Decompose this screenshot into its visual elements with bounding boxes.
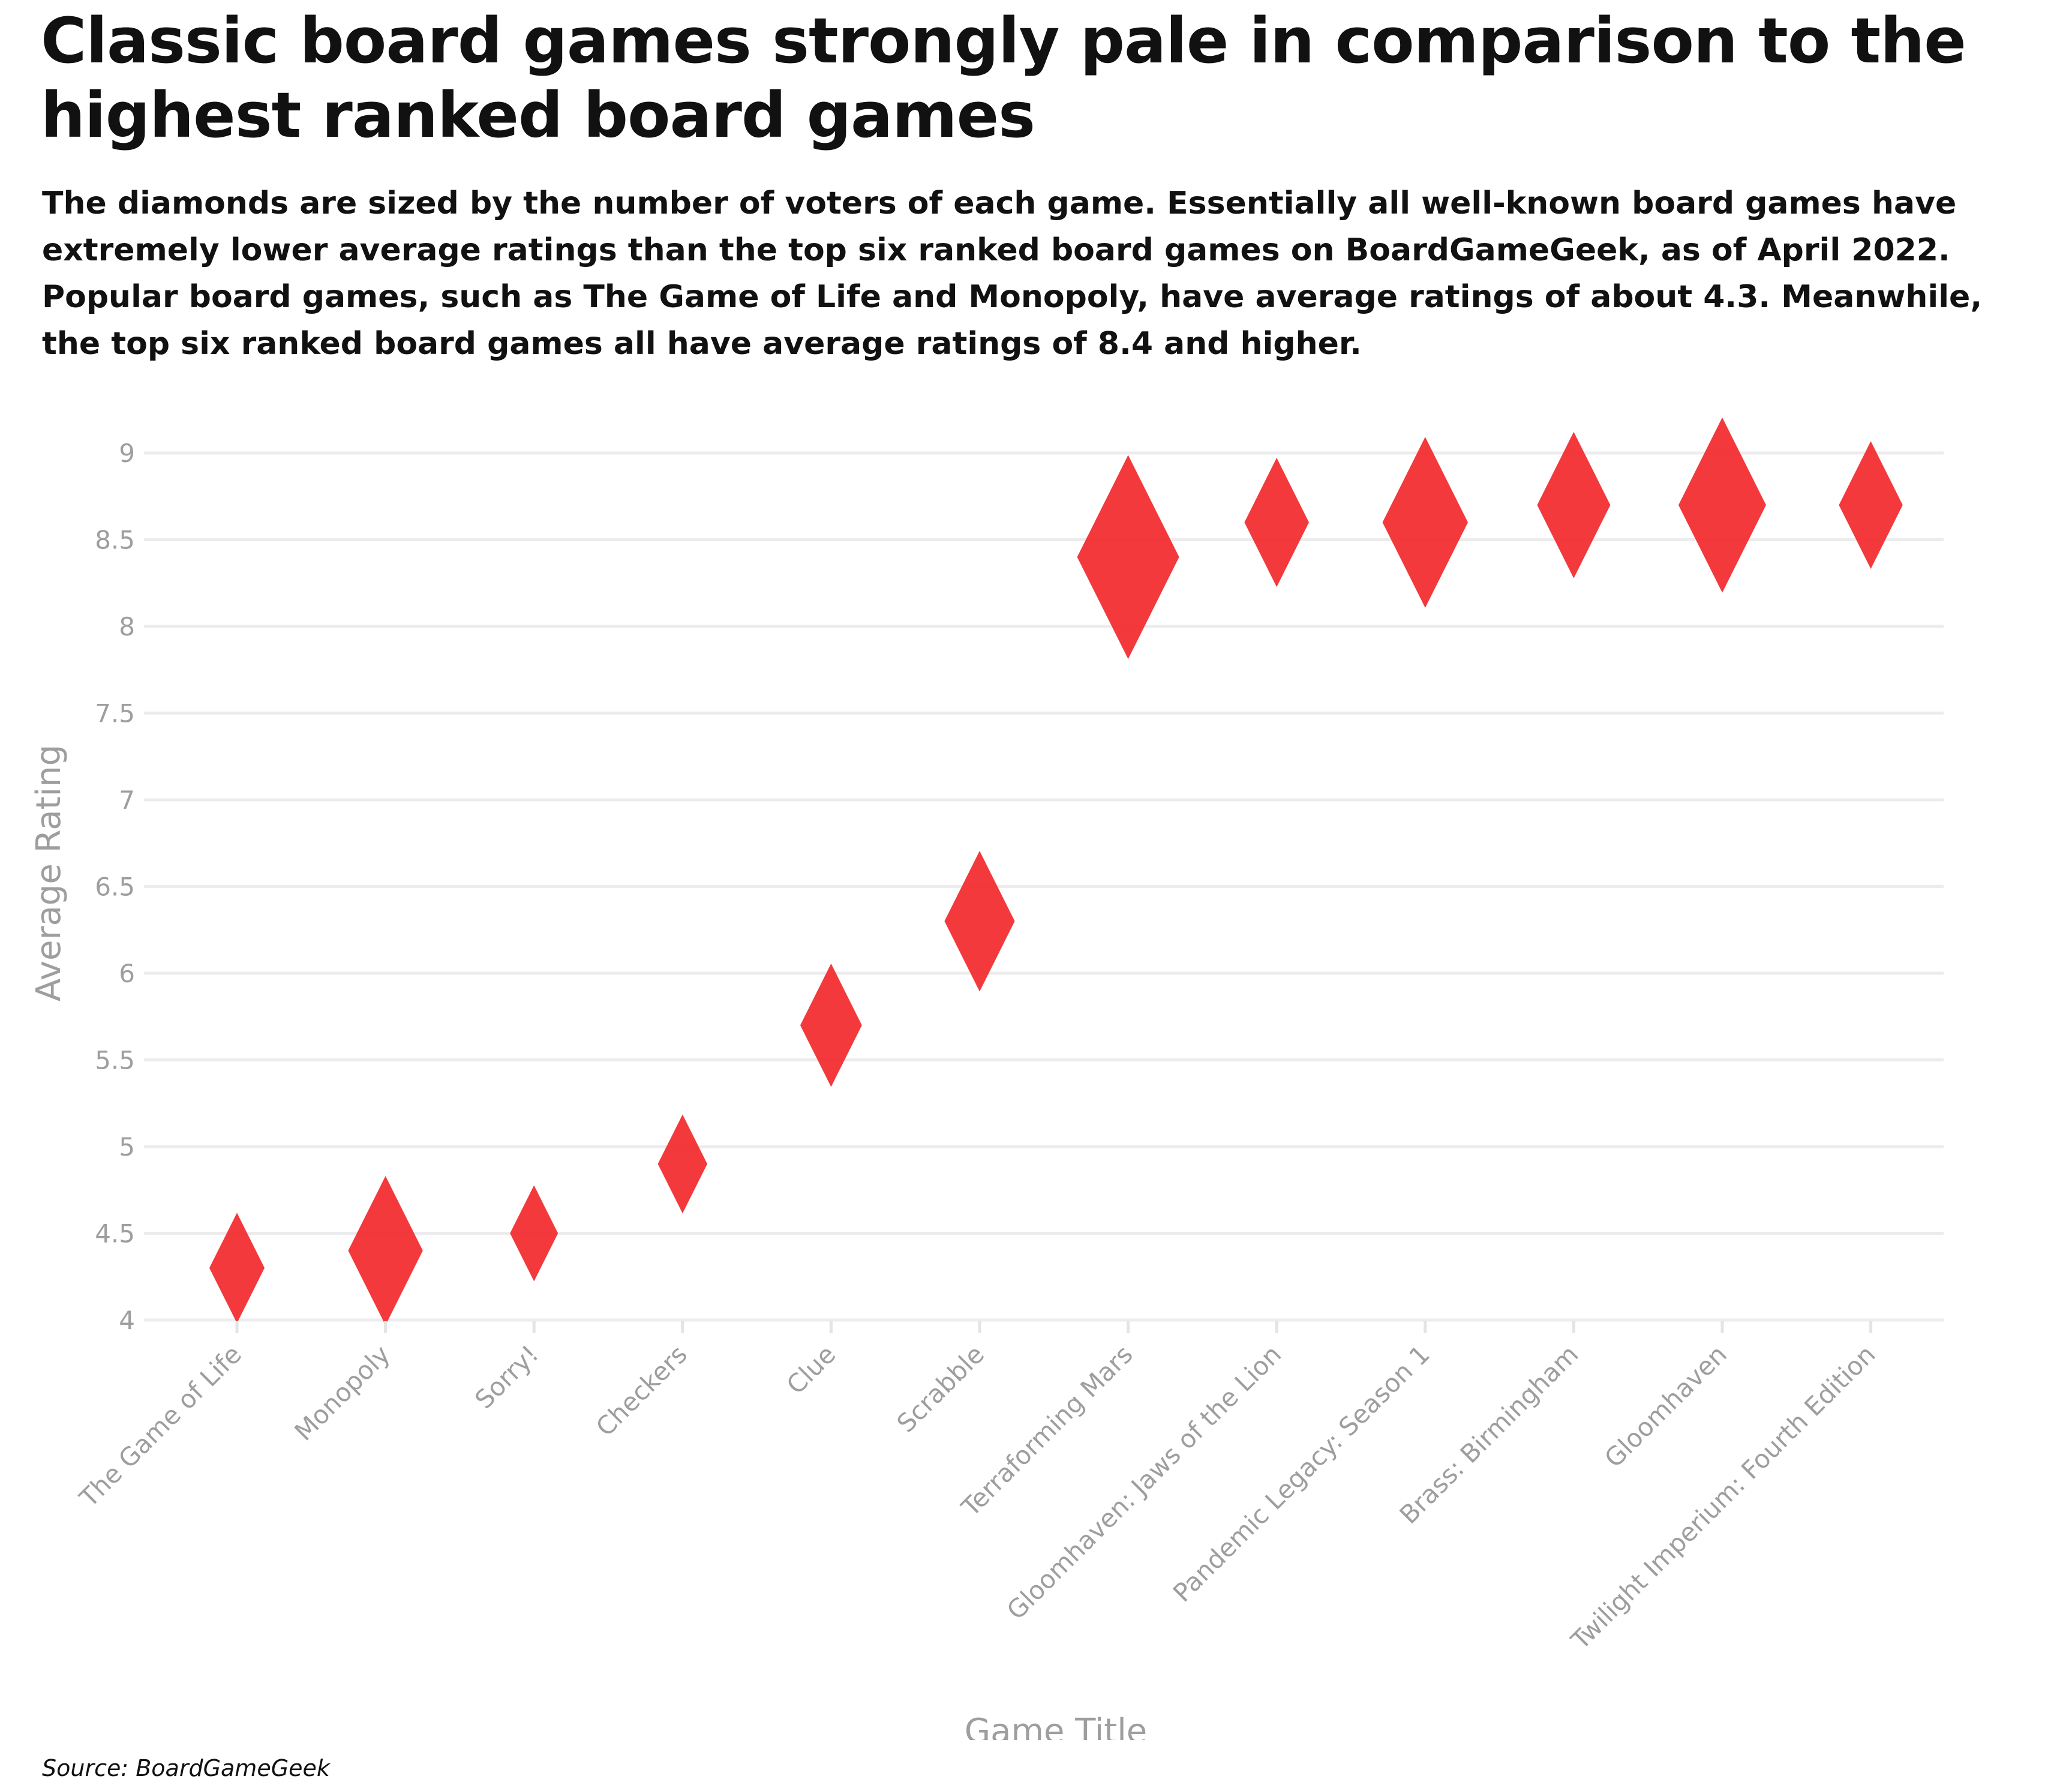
data-point-diamond <box>1077 455 1179 659</box>
source-note: Source: BoardGameGeek <box>42 1755 330 1781</box>
x-tick-label: Scrabble <box>891 1339 990 1438</box>
data-point-diamond <box>657 1114 707 1214</box>
y-tick-label: 6.5 <box>95 872 135 902</box>
y-tick-label: 7.5 <box>95 699 135 728</box>
y-tick-label: 5 <box>119 1132 135 1162</box>
data-point-diamond <box>1244 458 1309 587</box>
data-point-diamond <box>1678 417 1766 593</box>
x-axis-title: Game Title <box>965 1712 1148 1740</box>
y-axis-title: Average Rating <box>29 745 68 1001</box>
x-tick-label: Pandemic Legacy: Season 1 <box>1167 1339 1436 1607</box>
data-point-diamond <box>1537 431 1611 578</box>
y-tick-labels: 4 4.5 5 5.5 6 6.5 7 7.5 8 8.5 9 <box>95 439 135 1335</box>
chart-title: Classic board games strongly pale in com… <box>41 4 1966 152</box>
chart-subtitle: The diamonds are sized by the number of … <box>42 185 1983 362</box>
x-tick-label: Monopoly <box>289 1339 395 1446</box>
data-points <box>209 417 1903 1325</box>
x-tick-label: Gloomhaven: Jaws of the Lion <box>1001 1339 1287 1625</box>
data-point-diamond <box>800 963 862 1087</box>
data-point-diamond <box>944 851 1015 992</box>
data-point-diamond <box>209 1213 265 1324</box>
gridlines <box>144 451 1944 1322</box>
data-point-diamond <box>1839 441 1903 569</box>
scatter-chart: 4 4.5 5 5.5 6 6.5 7 7.5 8 8.5 9 The Game of Life Mo… <box>29 417 1944 1740</box>
data-point-diamond <box>510 1185 558 1282</box>
y-tick-label: 6 <box>119 959 135 988</box>
y-tick-label: 4.5 <box>95 1219 135 1249</box>
x-tick-label: Sorry! <box>469 1339 544 1414</box>
y-tick-label: 8.5 <box>95 526 135 555</box>
data-point-diamond <box>348 1176 423 1325</box>
x-tick-label: Clue <box>781 1339 842 1400</box>
y-tick-label: 9 <box>119 439 135 468</box>
x-tick-label: Checkers <box>590 1339 693 1442</box>
y-tick-label: 5.5 <box>95 1046 135 1075</box>
x-tick-labels: The Game of Life Monopoly Sorry! Checkers Cl… <box>74 1321 1881 1655</box>
x-tick-label: Gloomhaven <box>1599 1339 1732 1473</box>
y-tick-label: 8 <box>119 612 135 641</box>
y-tick-label: 4 <box>119 1306 135 1335</box>
x-tick-label: Twilight Imperium: Fourth Edition <box>1565 1339 1881 1655</box>
data-point-diamond <box>1382 437 1468 608</box>
y-tick-label: 7 <box>119 785 135 815</box>
x-tick-label: The Game of Life <box>74 1339 247 1513</box>
